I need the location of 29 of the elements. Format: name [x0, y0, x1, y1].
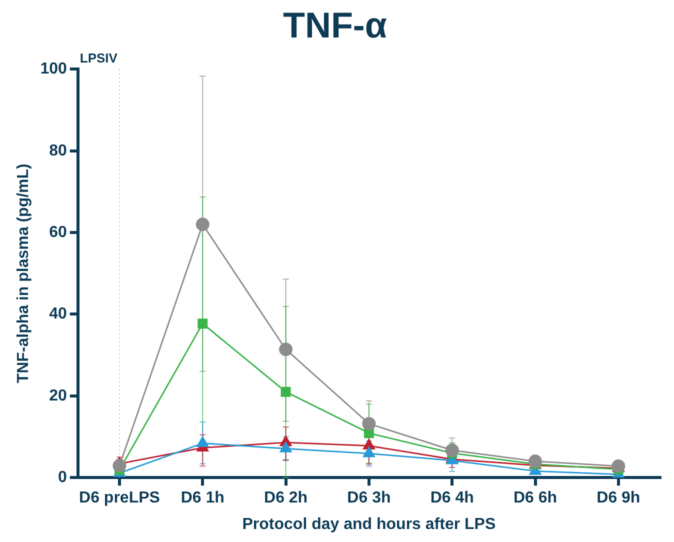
- point: [445, 443, 459, 457]
- point: [196, 218, 210, 232]
- y-tick-label: 60: [49, 224, 67, 241]
- point: [363, 438, 375, 450]
- chart-title: TNF-α: [282, 4, 388, 46]
- x-tick-label: D6 3h: [347, 490, 391, 507]
- point: [280, 386, 291, 397]
- y-tick-label: 80: [49, 142, 67, 160]
- x-tick-label: D6 1h: [180, 490, 224, 507]
- x-tick-label: D6 9h: [596, 490, 640, 507]
- point: [363, 446, 375, 458]
- point: [280, 442, 292, 452]
- x-tick-label: D6 6h: [513, 490, 558, 507]
- ref-line-label: LPSIV: [80, 50, 118, 66]
- y-tick-label: 100: [40, 60, 67, 78]
- point: [112, 459, 126, 473]
- point: [528, 454, 542, 468]
- y-tick-label: 0: [58, 469, 67, 486]
- point: [362, 416, 376, 430]
- x-tick-label: D6 4h: [430, 490, 474, 507]
- point: [279, 342, 293, 356]
- x-axis-title: Protocol day and hours after LPS: [242, 516, 496, 533]
- y-axis-title: TNF-alpha in plasma (pg/mL): [15, 164, 32, 384]
- x-tick-label: D6 preLPS: [79, 490, 160, 507]
- y-tick-label: 20: [49, 387, 67, 404]
- x-tick-label: D6 2h: [264, 490, 308, 507]
- y-tick-label: 40: [49, 306, 67, 323]
- point: [196, 436, 209, 448]
- point: [198, 318, 208, 329]
